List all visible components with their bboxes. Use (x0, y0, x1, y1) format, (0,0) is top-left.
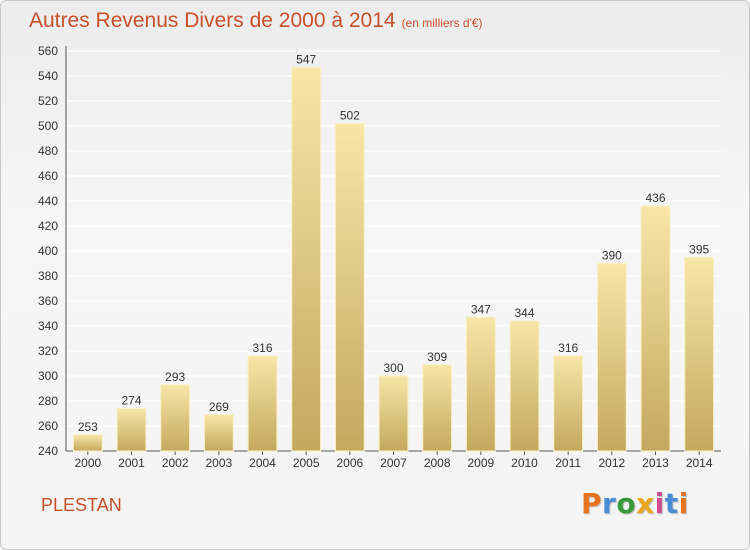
x-tick-label: 2007 (380, 456, 407, 470)
x-tick-label: 2004 (249, 456, 276, 470)
data-label: 316 (252, 341, 272, 355)
bars (72, 66, 715, 452)
y-tick-label: 440 (38, 194, 58, 208)
x-tick-label: 2009 (467, 456, 494, 470)
y-tick-label: 520 (38, 94, 58, 108)
bar (422, 364, 453, 452)
logo-letter: i (654, 487, 665, 520)
x-tick-label: 2002 (162, 456, 189, 470)
x-tick-label: 2000 (74, 456, 101, 470)
x-tick-label: 2011 (555, 456, 581, 470)
bar (640, 205, 671, 452)
x-tick-label: 2013 (642, 456, 669, 470)
y-tick-label: 360 (38, 294, 58, 308)
chart-title-text: Autres Revenus Divers de 2000 à 2014 (29, 9, 396, 32)
bar (509, 320, 540, 452)
data-label: 502 (340, 109, 360, 123)
logo-letter: x (636, 487, 655, 520)
y-tick-label: 560 (38, 44, 58, 58)
bar (247, 355, 278, 452)
bar (203, 414, 234, 452)
bar (160, 384, 191, 452)
bar (378, 375, 409, 452)
y-tick-label: 320 (38, 344, 58, 358)
bar (334, 123, 365, 452)
data-label: 436 (645, 191, 665, 205)
data-label: 274 (121, 394, 141, 408)
x-tick-label: 2014 (686, 456, 713, 470)
y-tick-label: 540 (38, 69, 58, 83)
data-label: 309 (427, 350, 447, 364)
data-label: 316 (558, 341, 578, 355)
data-label: 547 (296, 52, 316, 66)
bar (553, 355, 584, 452)
location-label: PLESTAN (41, 495, 122, 515)
data-label: 344 (514, 306, 534, 320)
y-tick-label: 380 (38, 269, 58, 283)
y-tick-label: 260 (38, 419, 58, 433)
data-label: 293 (165, 370, 185, 384)
data-label: 300 (383, 361, 403, 375)
logo-letter: r (602, 487, 617, 520)
logo-letter: i (678, 487, 689, 520)
x-tick-label: 2005 (293, 456, 320, 470)
y-tick-label: 400 (38, 244, 58, 258)
y-tick-label: 340 (38, 319, 58, 333)
data-label: 269 (209, 400, 229, 414)
y-tick-label: 240 (38, 444, 58, 458)
bar (291, 66, 322, 452)
x-tick-label: 2006 (336, 456, 363, 470)
x-tick-label: 2008 (424, 456, 451, 470)
y-tick-label: 420 (38, 219, 58, 233)
logo-letter: t (664, 487, 679, 520)
bar (116, 408, 147, 452)
data-label: 395 (689, 242, 709, 256)
data-labels: 253 274 293 269 316 547 502 300 309 347 344 316 390 4… (78, 52, 710, 434)
y-tick-label: 500 (38, 119, 58, 133)
data-label: 347 (471, 302, 491, 316)
chart-title: Autres Revenus Divers de 2000 à 2014 (en … (29, 9, 483, 33)
data-label: 253 (78, 420, 98, 434)
x-tick-label: 2001 (118, 456, 145, 470)
x-tick-label: 2012 (598, 456, 625, 470)
data-label: 390 (602, 249, 622, 263)
logo-letter: P (581, 487, 603, 520)
bar (684, 256, 715, 452)
proxiti-logo: Proxiti (581, 487, 689, 520)
chart-subtitle: (en milliers d'€) (401, 16, 483, 30)
bar (596, 263, 627, 452)
bar (72, 434, 103, 452)
x-tick-label: 2010 (511, 456, 538, 470)
y-tick-label: 280 (38, 394, 58, 408)
y-tick-label: 480 (38, 144, 58, 158)
bar (465, 316, 496, 452)
x-tick-label: 2003 (205, 456, 232, 470)
y-tick-label: 300 (38, 369, 58, 383)
logo-letter: o (616, 487, 637, 520)
y-tick-label: 460 (38, 169, 58, 183)
